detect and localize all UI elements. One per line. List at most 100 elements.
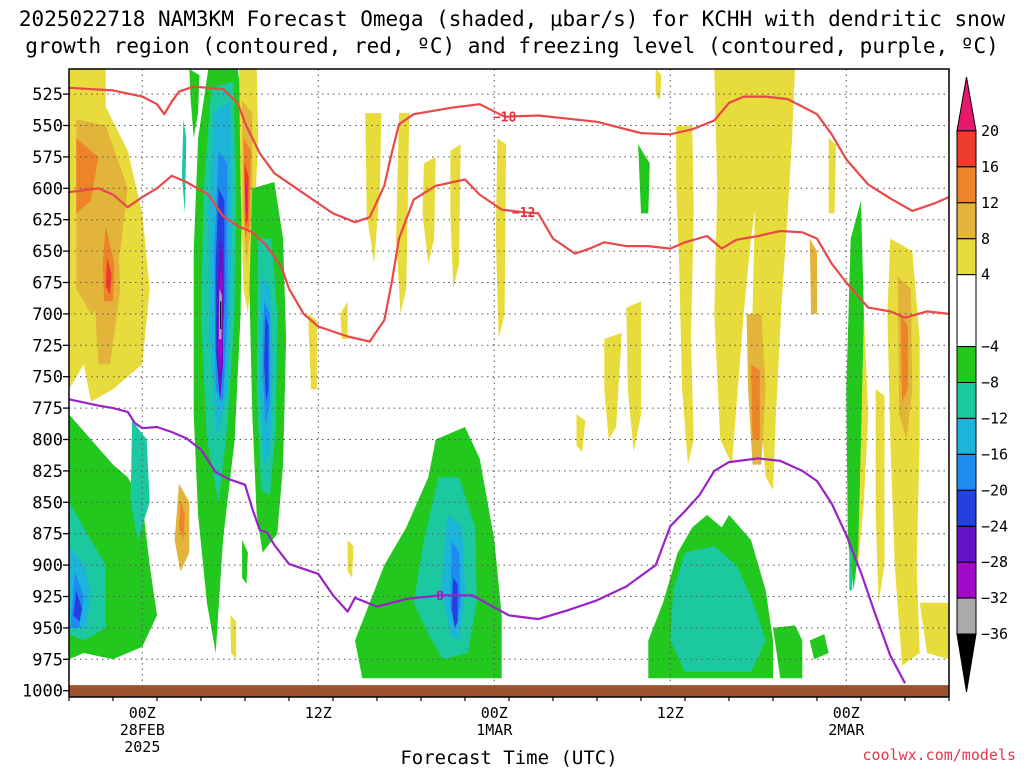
colorbar-bin-5 (956, 274, 977, 348)
omega-region-35 (242, 540, 248, 584)
colorbar-bin-11 (956, 525, 977, 563)
omega-region-15 (181, 119, 187, 214)
colorbar-bin-4 (956, 238, 977, 276)
omega-region-64 (809, 634, 829, 660)
omega-region-38 (340, 301, 348, 339)
contour-line-0 (69, 85, 949, 224)
colorbar-tick-label-3: 8 (981, 230, 990, 248)
grid-layer (69, 69, 949, 697)
colorbar-bin-9 (956, 453, 977, 491)
colorbar-bin-2 (956, 166, 977, 204)
colorbar-tick-label-12: −32 (981, 589, 1008, 607)
y-tick-label-900: 900 (32, 556, 63, 576)
contour-layer (69, 85, 949, 684)
colorbar-tick-label-2: 12 (981, 194, 999, 212)
y-axis: 525 550 575 600 625 650 675 700 725 750 775 800 825 8… (22, 85, 69, 702)
omega-region-29 (245, 182, 248, 214)
colorbar-tick-label-7: −12 (981, 409, 1008, 427)
omega-region-24 (220, 301, 222, 329)
colorbar-tick-label-1: 16 (981, 158, 999, 176)
y-tick-label-575: 575 (32, 148, 63, 168)
omega-region-59 (751, 364, 760, 440)
colorbar-tick-label-13: −36 (981, 625, 1008, 643)
y-tick-label-650: 650 (32, 242, 63, 262)
y-tick-label-800: 800 (32, 431, 63, 451)
colorbar-bin-6 (956, 346, 977, 384)
omega-region-56 (714, 69, 766, 465)
colorbar-tick-label-6: −8 (981, 374, 999, 392)
omega-region-60 (809, 238, 817, 314)
contour-label-layer: −18 −12 0 (436, 111, 535, 605)
chart-title-line-1: 2025022718 NAM3KM Forecast Omega (shaded… (19, 7, 1006, 31)
x-tick-label-0-1: 28FEB (120, 721, 165, 739)
y-tick-label-950: 950 (32, 619, 63, 639)
y-tick-label-625: 625 (32, 211, 63, 231)
omega-region-52 (626, 301, 641, 453)
credit-text: coolwx.com/models (862, 746, 1016, 764)
omega-shading-layer (69, 69, 949, 679)
omega-region-2 (76, 138, 99, 214)
x-tick-label-12-0: 12Z (305, 704, 332, 722)
colorbar-bin-0 (956, 76, 977, 132)
x-tick-label-0-0: 00Z (129, 704, 156, 722)
x-tick-label-0-2: 2025 (124, 738, 160, 756)
omega-region-11 (130, 420, 150, 540)
omega-region-72 (900, 313, 908, 402)
omega-region-50 (576, 414, 586, 453)
omega-region-44 (347, 540, 354, 578)
y-tick-label-975: 975 (32, 650, 63, 670)
y-tick-label-725: 725 (32, 336, 63, 356)
colorbar-tick-label-9: −20 (981, 481, 1008, 499)
contour-line-2 (69, 398, 906, 684)
colorbar-bin-12 (956, 561, 977, 599)
x-tick-label-24-1: 1MAR (476, 721, 513, 739)
y-tick-label-825: 825 (32, 462, 63, 482)
colorbar-bin-13 (956, 597, 977, 635)
colorbar-tick-label-5: −4 (981, 338, 999, 356)
x-tick-label-36-0: 12Z (657, 704, 684, 722)
y-tick-label-850: 850 (32, 493, 63, 513)
omega-region-69 (875, 389, 885, 603)
contour-label-2: 0 (436, 589, 444, 604)
omega-region-55 (676, 125, 694, 465)
y-tick-label-1000: 1000 (22, 682, 63, 702)
omega-region-34 (264, 313, 269, 402)
colorbar-bin-3 (956, 202, 977, 240)
y-tick-label-925: 925 (32, 588, 63, 608)
y-tick-label-750: 750 (32, 368, 63, 388)
omega-region-49 (451, 577, 458, 628)
omega-region-51 (604, 332, 622, 440)
chart-title-line-2: growth region (contoured, red, ºC) and f… (25, 34, 999, 58)
omega-region-73 (919, 602, 949, 660)
colorbar-tick-label-0: 20 (981, 122, 999, 140)
x-tick-label-24-0: 00Z (481, 704, 508, 722)
omega-region-39 (365, 113, 382, 264)
omega-region-10 (73, 590, 83, 622)
x-tick-label-48-0: 00Z (833, 704, 860, 722)
y-tick-label-550: 550 (32, 117, 63, 137)
colorbar-tick-label-4: 4 (981, 266, 990, 284)
contour-label-1: −12 (512, 206, 535, 221)
contour-label-0: −18 (493, 111, 517, 126)
colorbar-bin-1 (956, 130, 977, 168)
omega-region-62 (670, 546, 766, 672)
y-tick-label-525: 525 (32, 85, 63, 105)
y-tick-label-675: 675 (32, 274, 63, 294)
colorbar-tick-label-10: −24 (981, 517, 1008, 535)
omega-region-40 (396, 113, 410, 314)
colorbar-bin-14 (956, 633, 977, 693)
omega-region-37 (308, 313, 317, 390)
y-tick-label-875: 875 (32, 525, 63, 545)
colorbar-bin-10 (956, 489, 977, 527)
omega-region-53 (655, 69, 662, 101)
colorbar: 20 16 12 8 4 −4 −8 −12 −16 −20 −24 −28 −32 −36 (956, 76, 1008, 693)
colorbar-bin-7 (956, 382, 977, 419)
colorbar-tick-label-8: −16 (981, 445, 1008, 463)
omega-region-63 (773, 625, 803, 679)
colorbar-tick-label-11: −28 (981, 553, 1008, 571)
x-axis-label: Forecast Time (UTC) (400, 747, 617, 768)
colorbar-bin-8 (956, 417, 977, 455)
omega-region-13 (179, 499, 185, 540)
